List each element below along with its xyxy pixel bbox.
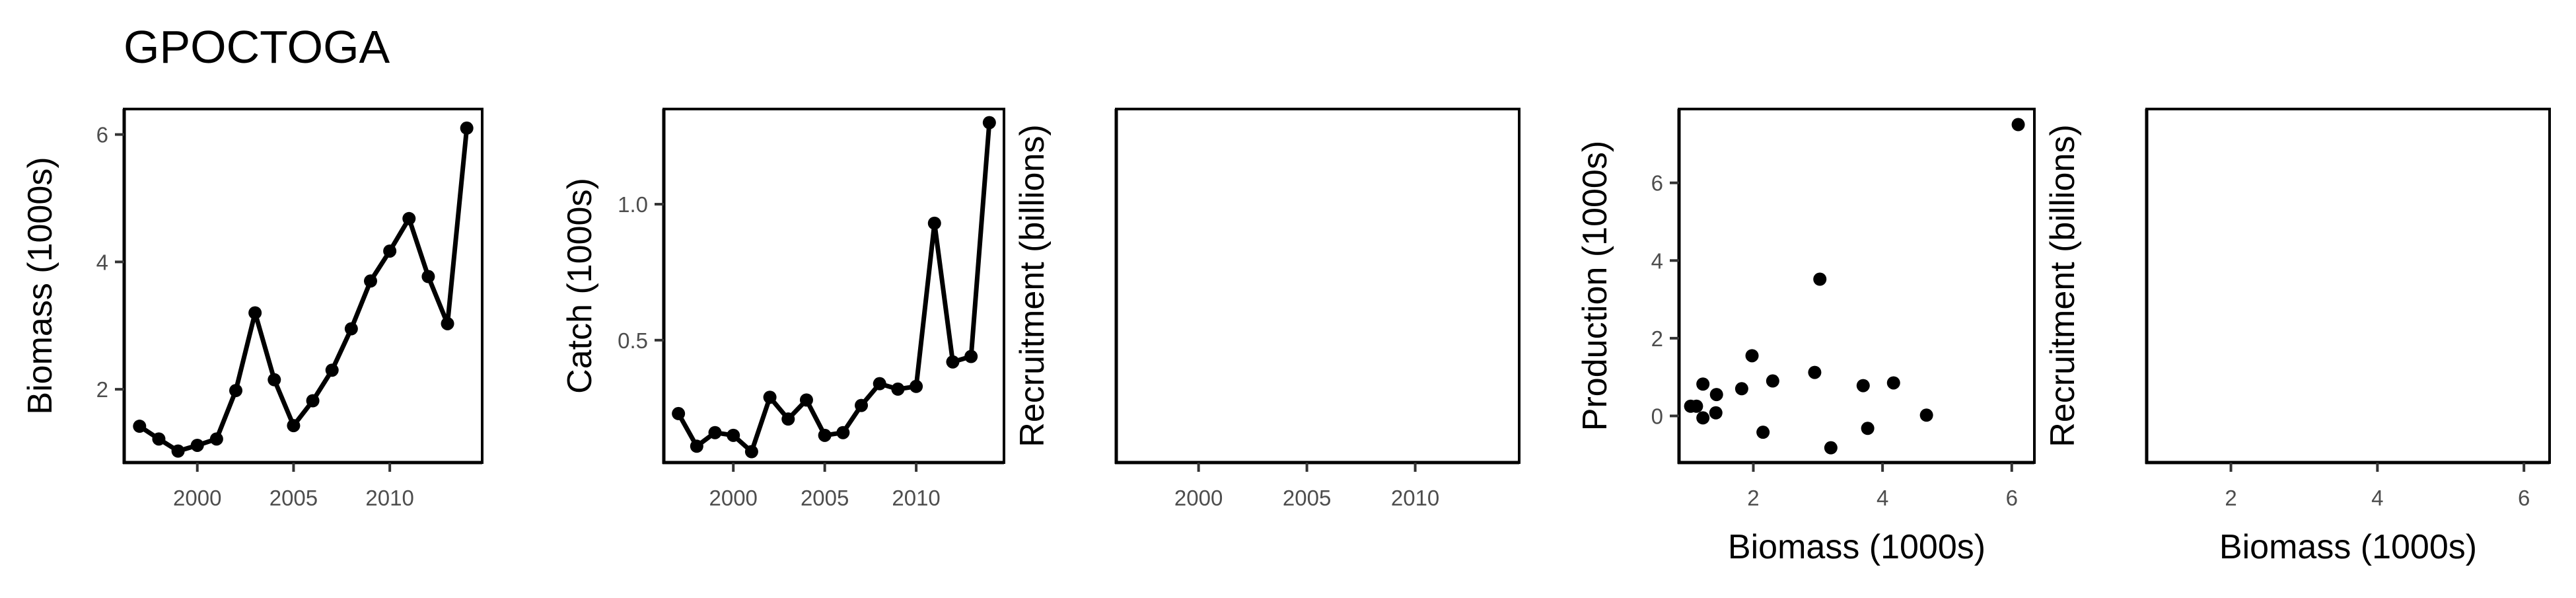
x-tick-label: 4 bbox=[2371, 486, 2383, 510]
y-tick-label: 0.5 bbox=[618, 328, 648, 353]
data-point bbox=[1709, 406, 1723, 420]
data-point bbox=[325, 363, 339, 377]
data-point bbox=[209, 432, 223, 446]
x-tick-label: 2 bbox=[1747, 486, 1759, 510]
x-tick-label: 2005 bbox=[1283, 486, 1331, 510]
y-axis-title: Biomass (1000s) bbox=[21, 157, 59, 414]
chart-panel-5: 2 4 6 Recruitment (billions) Biomass (1000s) bbox=[2044, 108, 2551, 566]
data-point bbox=[873, 377, 886, 391]
page-title: GPOCTOGA bbox=[124, 21, 390, 73]
data-point bbox=[248, 306, 262, 320]
data-point bbox=[855, 398, 869, 412]
data-point bbox=[2011, 118, 2025, 131]
y-tick-label: 4 bbox=[96, 250, 108, 274]
x-tick-label: 2000 bbox=[1174, 486, 1223, 510]
data-point bbox=[672, 406, 686, 420]
data-point bbox=[460, 121, 474, 135]
y-tick-label: 6 bbox=[96, 123, 108, 147]
y-axis-title: Catch (1000s) bbox=[561, 178, 599, 394]
panel-border bbox=[1678, 108, 2036, 464]
data-point bbox=[927, 216, 941, 230]
data-point bbox=[421, 270, 435, 283]
data-point bbox=[1808, 365, 1822, 379]
y-axis-title: Recruitment (billions) bbox=[1013, 124, 1052, 447]
x-tick-label: 6 bbox=[2006, 486, 2018, 510]
data-point bbox=[982, 116, 996, 130]
data-point bbox=[1886, 376, 1900, 390]
data-point bbox=[799, 393, 813, 407]
data-point bbox=[1766, 374, 1779, 388]
data-point bbox=[836, 426, 850, 439]
chart-panel-4: 2 4 6 0 2 4 6 Production (1000s) Biomass (1000s) bbox=[1576, 108, 2036, 566]
x-tick-label: 2010 bbox=[892, 486, 940, 510]
data-point bbox=[1824, 441, 1838, 455]
data-point bbox=[690, 439, 703, 453]
data-point bbox=[190, 438, 204, 452]
data-point bbox=[1696, 411, 1710, 425]
series-line bbox=[138, 128, 470, 454]
data-point bbox=[402, 211, 416, 225]
data-point bbox=[727, 428, 740, 442]
data-point bbox=[1861, 422, 1875, 435]
panel-border bbox=[662, 108, 1005, 464]
chart-panel-2: 2000 2005 2010 0.5 1.0 Catch (1000s) bbox=[561, 108, 1005, 510]
y-tick-label: 2 bbox=[96, 377, 108, 402]
data-point bbox=[152, 432, 166, 446]
x-axis-title: Biomass (1000s) bbox=[2219, 528, 2477, 566]
x-tick-label: 2005 bbox=[801, 486, 849, 510]
y-axis-title: Production (1000s) bbox=[1576, 141, 1614, 431]
data-point bbox=[1856, 379, 1870, 392]
chart-panel-3: 2000 2005 2010 Recruitment (billions) bbox=[1013, 108, 1521, 510]
data-point bbox=[1735, 382, 1748, 396]
x-tick-label: 2000 bbox=[709, 486, 758, 510]
data-point bbox=[229, 384, 243, 398]
data-point bbox=[306, 394, 320, 408]
data-point bbox=[133, 420, 147, 433]
panel-border bbox=[2145, 108, 2551, 464]
data-point bbox=[708, 426, 722, 439]
y-axis-title: Recruitment (billions) bbox=[2044, 124, 2082, 447]
data-point bbox=[781, 412, 795, 426]
series-line bbox=[676, 122, 992, 454]
data-point bbox=[344, 322, 358, 336]
data-point bbox=[1919, 408, 1933, 422]
data-point bbox=[744, 445, 758, 459]
y-tick-label: 2 bbox=[1651, 326, 1663, 351]
panel-border bbox=[1115, 108, 1521, 464]
data-point bbox=[964, 350, 978, 363]
data-point bbox=[171, 444, 185, 458]
x-tick-label: 2010 bbox=[365, 486, 413, 510]
data-point bbox=[287, 419, 301, 433]
x-tick-label: 2 bbox=[2225, 486, 2236, 510]
data-point bbox=[383, 244, 397, 258]
data-point bbox=[946, 355, 960, 369]
data-point bbox=[763, 391, 777, 404]
y-tick-label: 4 bbox=[1651, 248, 1663, 273]
data-point bbox=[818, 428, 832, 442]
x-tick-label: 2010 bbox=[1391, 486, 1439, 510]
data-point bbox=[1745, 349, 1759, 363]
y-tick-label: 1.0 bbox=[618, 192, 648, 217]
x-tick-label: 2005 bbox=[269, 486, 318, 510]
y-tick-label: 0 bbox=[1651, 404, 1663, 428]
y-tick-label: 6 bbox=[1651, 171, 1663, 196]
chart-panel-1: 2000 2005 2010 2 4 6 Biomass (1000s) bbox=[21, 108, 483, 510]
x-tick-label: 2000 bbox=[173, 486, 221, 510]
panel-border bbox=[123, 108, 483, 464]
data-point bbox=[1690, 399, 1703, 413]
data-point bbox=[363, 274, 377, 288]
data-point bbox=[1696, 377, 1710, 391]
data-point bbox=[1756, 426, 1770, 439]
data-point bbox=[1709, 388, 1723, 402]
data-point bbox=[1813, 272, 1827, 286]
data-point bbox=[910, 379, 923, 393]
data-point bbox=[268, 373, 281, 387]
x-tick-label: 4 bbox=[1877, 486, 1888, 510]
x-tick-label: 6 bbox=[2518, 486, 2530, 510]
data-point bbox=[891, 382, 905, 396]
x-axis-title: Biomass (1000s) bbox=[1728, 528, 1986, 566]
data-point bbox=[441, 317, 454, 330]
